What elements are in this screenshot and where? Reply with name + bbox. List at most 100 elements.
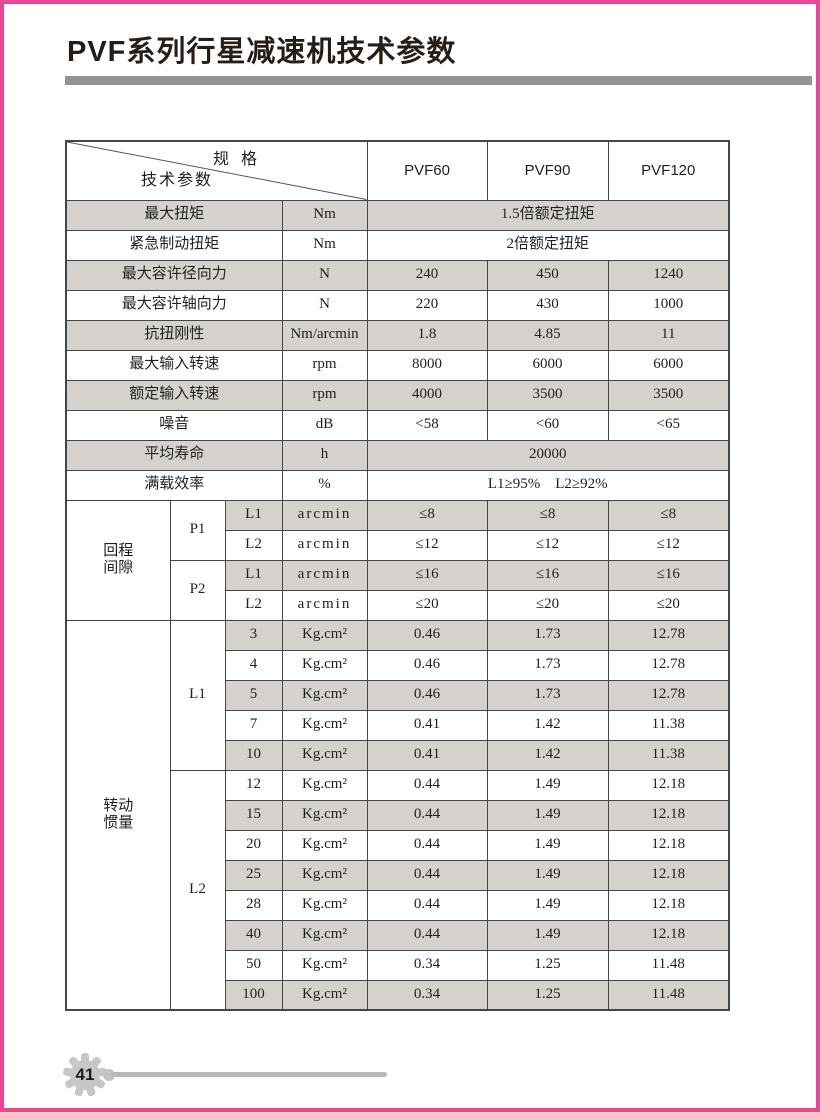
param-name-cell: 紧急制动扭矩: [65, 229, 283, 261]
value-cell: 0.46: [366, 649, 488, 681]
param-name-cell: 满载效率: [65, 469, 283, 501]
param-name-cell: 最大输入转速: [65, 349, 283, 381]
corner-label-spec: 规 格: [213, 151, 262, 168]
value-cell: 1.73: [486, 649, 609, 681]
level-cell: L1: [224, 559, 283, 591]
table-row: 28 Kg.cm² 0.44 1.49 12.18: [66, 889, 730, 921]
page-number-badge: 41: [62, 1052, 108, 1098]
class-label-cell: L1: [169, 619, 226, 771]
table-row: 平均寿命 h 20000: [65, 439, 730, 471]
value-cell: 1.25: [486, 949, 609, 981]
title-underline: [65, 76, 812, 85]
value-cell: 12.18: [607, 919, 730, 951]
value-cell: 1.49: [486, 889, 609, 921]
value-cell: 1.73: [486, 619, 609, 651]
param-name-cell: 平均寿命: [65, 439, 283, 471]
model-header: PVF120: [607, 140, 730, 201]
table-row: 最大容许轴向力 N 220 430 1000: [65, 289, 730, 321]
backlash-group-label: 回程 间隙: [65, 499, 171, 621]
inertia-group-label: 转动 惯量: [65, 619, 171, 1011]
level-cell: L2: [224, 589, 283, 621]
value-cell: 0.44: [366, 769, 488, 801]
value-cell: 450: [486, 259, 609, 291]
ratio-cell: 28: [224, 889, 283, 921]
value-cell: ≤12: [486, 529, 609, 561]
value-cell: 11.38: [607, 739, 730, 771]
value-cell: 430: [486, 289, 609, 321]
value-cell: ≤8: [366, 499, 488, 531]
unit-cell: N: [281, 259, 368, 291]
value-cell: 0.41: [366, 739, 488, 771]
value-cell: 20000: [366, 439, 730, 471]
value-cell: 1.49: [486, 829, 609, 861]
unit-cell: arcmin: [281, 529, 368, 561]
ratio-cell: 100: [224, 979, 283, 1011]
value-cell: 1.49: [486, 799, 609, 831]
model-header: PVF60: [366, 140, 488, 201]
unit-cell: h: [281, 439, 368, 471]
param-name-cell: 噪音: [65, 409, 283, 441]
table-row: 最大容许径向力 N 240 450 1240: [65, 259, 730, 291]
value-cell: 12.18: [607, 799, 730, 831]
table-row: 抗扭刚性 Nm/arcmin 1.8 4.85 11: [65, 319, 730, 351]
value-cell: 0.41: [366, 709, 488, 741]
unit-cell: Kg.cm²: [281, 769, 368, 801]
value-cell: 1240: [607, 259, 730, 291]
page-title: PVF系列行星减速机技术参数: [67, 36, 457, 68]
class-label-cell: P1: [169, 499, 226, 561]
unit-cell: %: [281, 469, 368, 501]
table-row: 20 Kg.cm² 0.44 1.49 12.18: [66, 829, 730, 861]
unit-cell: Kg.cm²: [281, 649, 368, 681]
unit-cell: Kg.cm²: [281, 979, 368, 1011]
table-row: 40 Kg.cm² 0.44 1.49 12.18: [66, 919, 730, 951]
ratio-cell: 4: [224, 649, 283, 681]
value-cell: <60: [486, 409, 609, 441]
level-cell: L1: [224, 499, 283, 531]
value-cell: 11.48: [607, 949, 730, 981]
unit-cell: Nm/arcmin: [281, 319, 368, 351]
value-cell: 0.46: [366, 619, 488, 651]
unit-cell: Nm: [281, 199, 368, 231]
value-cell: ≤20: [486, 589, 609, 621]
value-cell: 1.42: [486, 709, 609, 741]
value-cell: 0.44: [366, 859, 488, 891]
value-cell: ≤16: [607, 559, 730, 591]
unit-cell: rpm: [281, 349, 368, 381]
value-cell: 0.46: [366, 679, 488, 711]
value-cell: 240: [366, 259, 488, 291]
value-cell: ≤8: [486, 499, 609, 531]
ratio-cell: 5: [224, 679, 283, 711]
value-cell: ≤16: [486, 559, 609, 591]
value-cell: 12.78: [607, 619, 730, 651]
table-row: 10 Kg.cm² 0.41 1.42 11.38: [66, 739, 730, 771]
value-cell: ≤12: [607, 529, 730, 561]
table-row: 噪音 dB <58 <60 <65: [65, 409, 730, 441]
ratio-cell: 3: [224, 619, 283, 651]
table-row: 满载效率 % L1≥95% L2≥92%: [65, 469, 730, 501]
class-label-cell: P2: [169, 559, 226, 621]
ratio-cell: 25: [224, 859, 283, 891]
value-cell: 4.85: [486, 319, 609, 351]
param-name-cell: 最大容许轴向力: [65, 289, 283, 321]
footer-line: [111, 1072, 387, 1077]
ratio-cell: 10: [224, 739, 283, 771]
page-number: 41: [75, 1065, 95, 1084]
param-name-cell: 最大容许径向力: [65, 259, 283, 291]
value-cell: ≤8: [607, 499, 730, 531]
unit-cell: dB: [281, 409, 368, 441]
class-label-cell: L2: [169, 769, 226, 1011]
value-cell: 11.38: [607, 709, 730, 741]
value-cell: 0.44: [366, 829, 488, 861]
unit-cell: Kg.cm²: [281, 799, 368, 831]
table-row: 回程 间隙 P1 L1 arcmin ≤8 ≤8 ≤8: [65, 499, 730, 621]
corner-label-params: 技术参数: [141, 172, 214, 190]
value-cell: 0.44: [366, 889, 488, 921]
unit-cell: arcmin: [281, 499, 368, 531]
value-cell: <58: [366, 409, 488, 441]
unit-cell: arcmin: [281, 559, 368, 591]
table-row: 5 Kg.cm² 0.46 1.73 12.78: [66, 679, 730, 711]
value-cell: 1000: [607, 289, 730, 321]
spec-table: 规 格 技术参数 PVF60 PVF90 PVF120 最大扭矩 Nm 1.5倍…: [65, 140, 730, 1011]
value-cell: 12.18: [607, 859, 730, 891]
unit-cell: Nm: [281, 229, 368, 261]
